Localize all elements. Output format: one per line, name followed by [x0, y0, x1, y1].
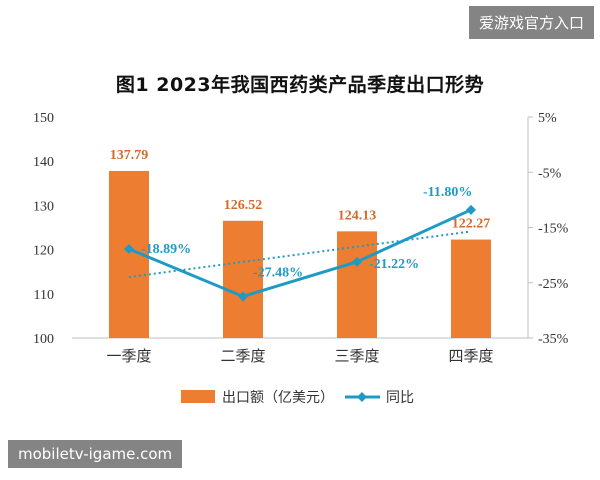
watermark-bottom-left: mobiletv-igame.com: [8, 440, 183, 468]
right-axis-tick-label: 5%: [538, 111, 557, 126]
line-data-label: -27.48%: [253, 265, 303, 280]
bar-data-label: 137.79: [110, 148, 149, 163]
left-axis-tick-label: 140: [33, 155, 54, 170]
right-axis-tick-label: -25%: [538, 277, 569, 292]
right-axis-tick-label: -35%: [538, 332, 569, 347]
left-axis-tick-label: 100: [33, 332, 54, 347]
legend-line-label: 同比: [386, 390, 414, 406]
line-data-label: -18.89%: [141, 242, 191, 257]
chart-title: 图1 2023年我国西药类产品季度出口形势: [115, 74, 485, 96]
legend-line-marker: [357, 392, 367, 402]
bar: [337, 231, 377, 338]
bar-data-label: 122.27: [452, 217, 491, 232]
bar: [223, 220, 263, 338]
x-axis-tick-label: 二季度: [220, 347, 265, 365]
legend-bar-label: 出口额（亿美元）: [222, 390, 334, 406]
line-data-label: -11.80%: [423, 185, 472, 200]
line-marker: [466, 204, 476, 215]
watermark-top-right: 爱游戏官方入口: [468, 6, 594, 39]
bar-data-label: 124.13: [338, 208, 377, 223]
bar: [451, 239, 491, 338]
legend-bar-swatch: [181, 390, 215, 403]
line-marker: [124, 243, 134, 254]
x-axis-tick-label: 三季度: [334, 347, 379, 365]
line-marker: [238, 291, 248, 302]
line-marker: [352, 256, 362, 267]
bar-data-label: 126.52: [224, 198, 263, 213]
x-axis-tick-label: 一季度: [106, 347, 151, 365]
left-axis-tick-label: 120: [33, 244, 54, 259]
right-axis-tick-label: -5%: [538, 166, 562, 181]
left-axis-tick-label: 150: [33, 111, 54, 126]
x-axis-tick-label: 四季度: [448, 347, 493, 365]
left-axis-tick-label: 130: [33, 199, 54, 214]
left-axis-tick-label: 110: [34, 288, 54, 303]
right-axis-tick-label: -15%: [538, 222, 569, 237]
line-series: [128, 208, 472, 299]
line-data-label: -21.22%: [369, 257, 419, 272]
